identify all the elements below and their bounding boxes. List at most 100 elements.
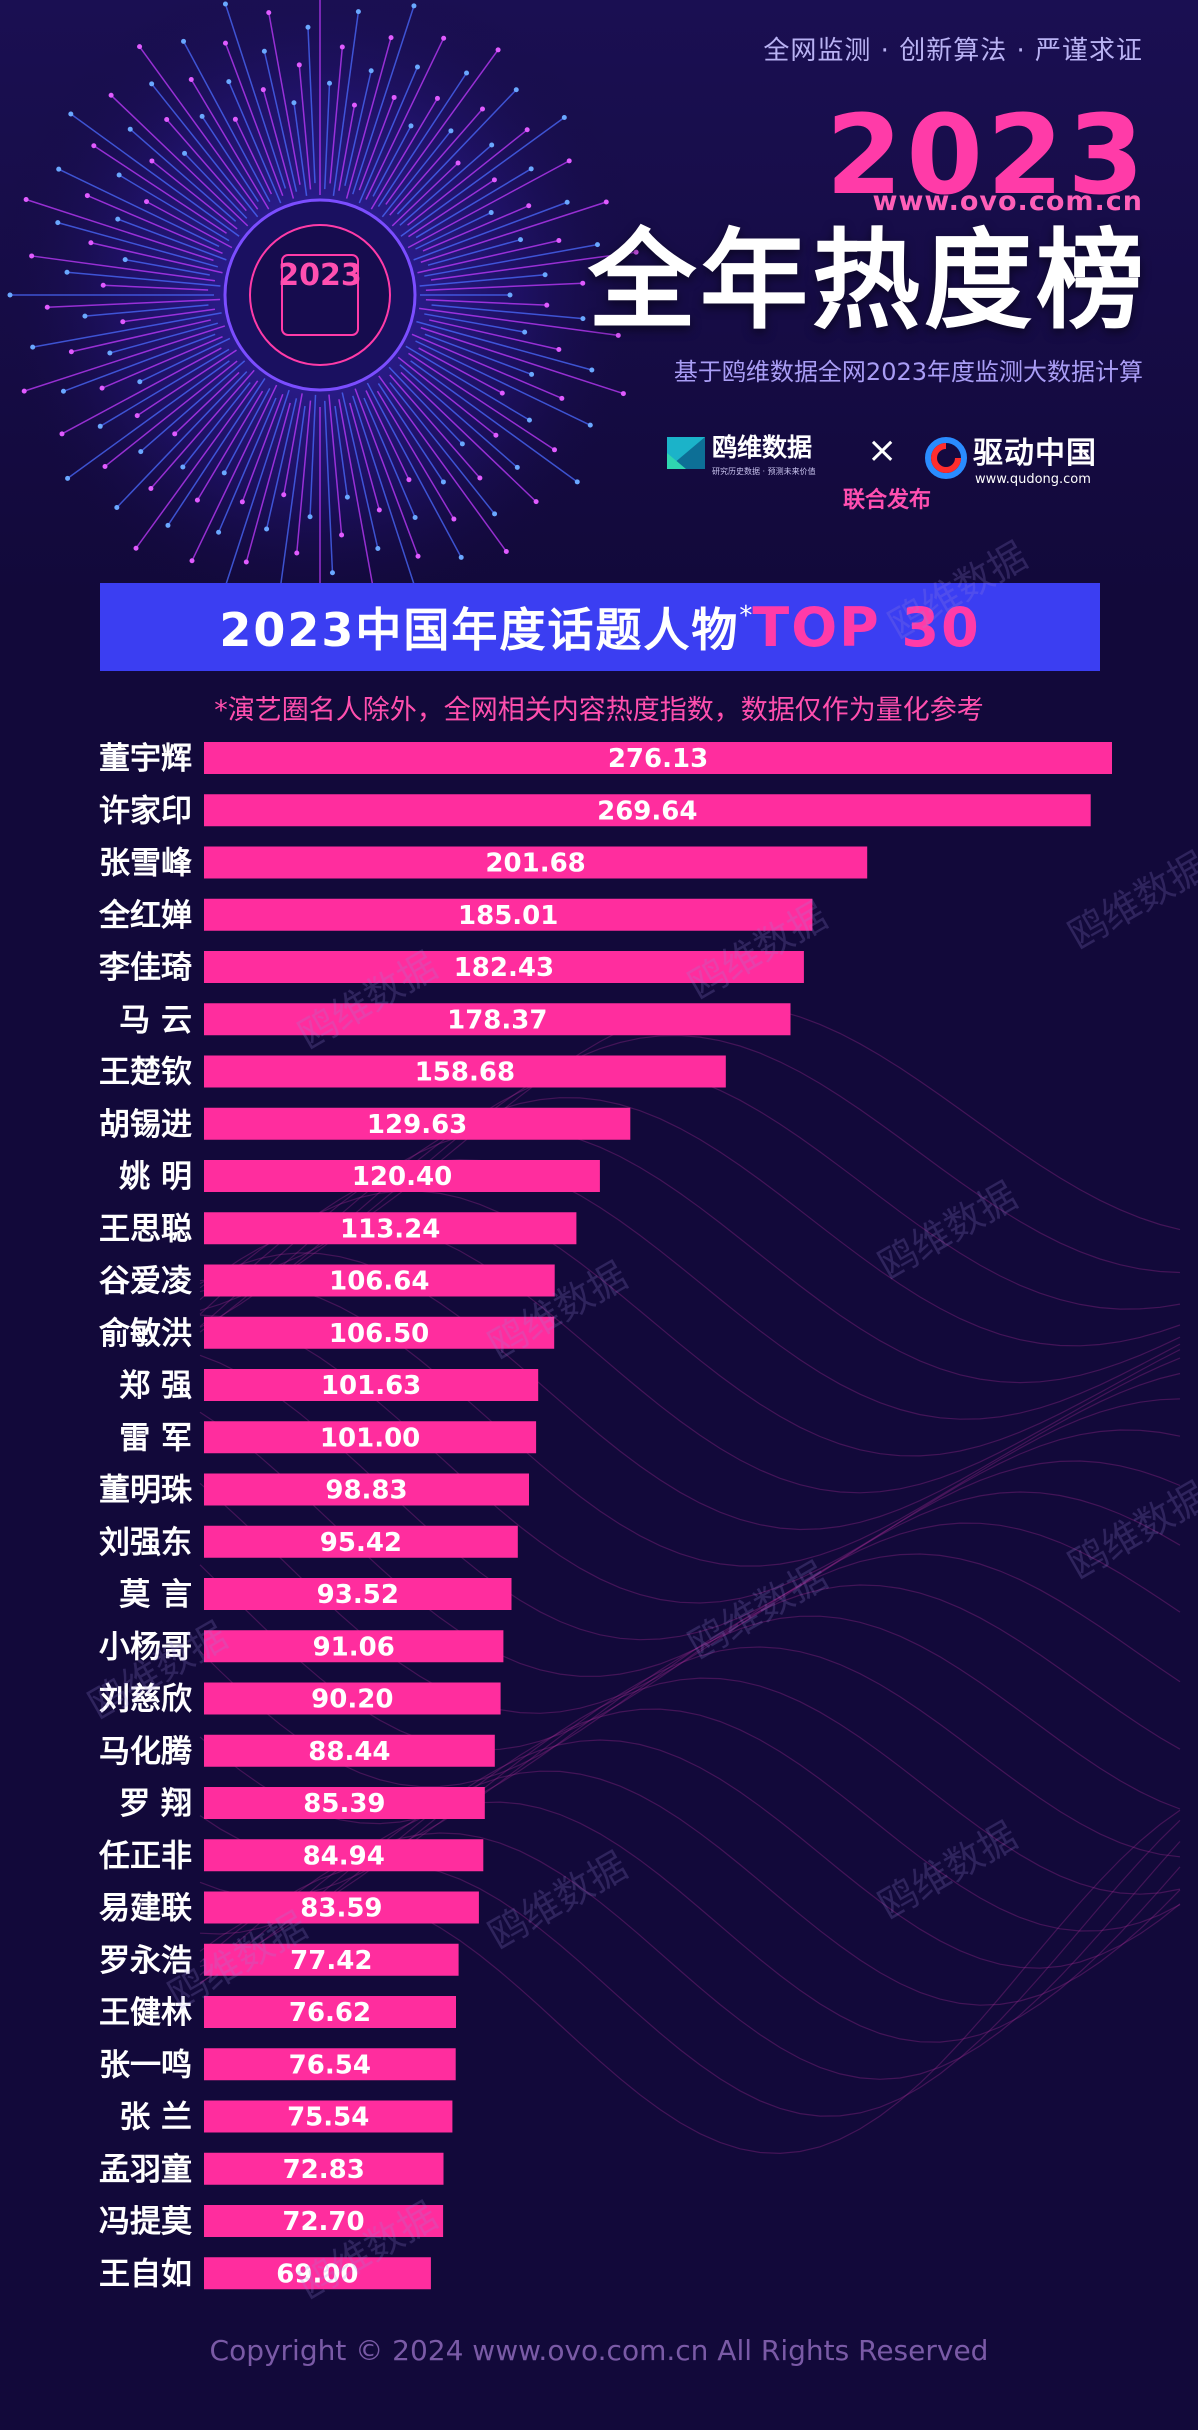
category-label: 董宇辉 — [99, 741, 192, 777]
ovo-logo-name: 鸥维数据 — [712, 433, 813, 462]
category-label: 许家印 — [99, 793, 192, 829]
bar — [204, 1369, 539, 1401]
category-label: 王健林 — [99, 1995, 192, 2031]
bar — [204, 2257, 431, 2290]
category-label: 罗永浩 — [99, 1943, 192, 1979]
category-label: 王自如 — [99, 2256, 192, 2290]
qudong-logo-name: 驱动中国 — [973, 436, 1097, 471]
joint-release-label: 联合发布 — [843, 488, 932, 513]
value-label: 88.44 — [308, 1737, 390, 1767]
value-label: 101.00 — [320, 1423, 420, 1453]
value-label: 106.64 — [329, 1267, 429, 1297]
bar — [204, 1421, 537, 1454]
ovo-data-logo: 鸥维数据 研究历史数据 · 预测未来价值 — [666, 428, 816, 477]
value-label: 178.37 — [447, 1005, 547, 1035]
bar — [204, 1473, 529, 1506]
category-label: 谷爱凌 — [99, 1264, 193, 1300]
value-label: 76.62 — [289, 1998, 371, 2028]
value-label: 182.43 — [454, 953, 554, 983]
value-label: 101.63 — [321, 1371, 421, 1401]
value-label: 83.59 — [300, 1894, 382, 1924]
category-label: 俞敏洪 — [99, 1316, 192, 1352]
qudong-logo-url: www.qudong.com — [975, 472, 1091, 487]
category-label: 刘慈欣 — [99, 1682, 192, 1718]
category-label: 雷 军 — [119, 1420, 192, 1456]
value-label: 69.00 — [276, 2259, 358, 2289]
copyright: Copyright © 2024 www.ovo.com.cn All Righ… — [209, 2334, 989, 2367]
value-label: 106.50 — [329, 1319, 429, 1349]
chart-title-star: * — [739, 601, 753, 631]
bar — [204, 1996, 456, 2028]
value-label: 201.68 — [485, 849, 585, 879]
bar — [204, 1787, 485, 1819]
page-subtitle: 基于鸥维数据全网2023年度监测大数据计算 — [673, 358, 1143, 386]
value-label: 72.70 — [282, 2207, 364, 2237]
emblem-year: 2023 — [278, 258, 362, 293]
value-label: 84.94 — [303, 1841, 385, 1871]
ovo-logo-icon — [667, 436, 705, 469]
bar — [204, 1055, 726, 1088]
ovo-logo-tagline: 研究历史数据 · 预测未来价值 — [712, 467, 816, 476]
bar — [204, 1316, 555, 1349]
value-label: 90.20 — [311, 1685, 393, 1715]
value-label: 75.54 — [287, 2103, 369, 2133]
bar — [204, 1264, 555, 1297]
bar — [204, 1525, 518, 1558]
chart-note: *演艺圈名人除外，全网相关内容热度指数，数据仅作为量化参考 — [214, 695, 984, 726]
category-label: 郑 强 — [119, 1368, 192, 1404]
bar — [204, 1630, 504, 1663]
bar — [204, 1212, 577, 1245]
bar — [204, 1839, 484, 1872]
category-label: 马 云 — [119, 1002, 192, 1038]
category-label: 罗 翔 — [119, 1786, 192, 1822]
chart-title-highlight: TOP 30 — [752, 595, 981, 659]
bar — [204, 2100, 453, 2133]
value-label: 77.42 — [290, 1946, 372, 1976]
tagline: 全网监测 · 创新算法 · 严谨求证 — [763, 36, 1143, 66]
value-label: 276.13 — [608, 744, 708, 774]
chart-title-banner: 2023中国年度话题人物 * TOP 30 — [100, 583, 1100, 671]
bar — [204, 1943, 459, 1976]
bar-chart: 董宇辉 276.13 许家印 269.64 张雪峰 201.68 全红婵 185.01 李佳琦 1… — [98, 741, 1112, 2290]
value-label: 269.64 — [597, 796, 697, 826]
category-label: 全红婵 — [98, 898, 192, 934]
bar — [204, 2152, 444, 2185]
category-label: 张 兰 — [119, 2100, 192, 2136]
bar — [204, 1578, 512, 1610]
category-label: 冯提莫 — [99, 2204, 192, 2240]
bar — [204, 2205, 444, 2237]
category-label: 小杨哥 — [99, 1629, 192, 1665]
value-label: 85.39 — [303, 1789, 385, 1819]
category-label: 董明珠 — [99, 1473, 193, 1509]
value-label: 95.42 — [320, 1528, 402, 1558]
category-label: 胡锡进 — [99, 1107, 192, 1143]
emblem — [223, 198, 417, 392]
bar — [204, 1734, 495, 1767]
value-label: 185.01 — [458, 901, 558, 931]
value-label: 76.54 — [289, 2050, 371, 2080]
bar — [204, 846, 868, 879]
category-label: 王楚钦 — [99, 1055, 192, 1091]
category-label: 张一鸣 — [99, 2047, 192, 2083]
header-url: www.ovo.com.cn — [872, 186, 1143, 217]
times-symbol: × — [867, 430, 898, 471]
chart-title: 2023中国年度话题人物 — [219, 603, 740, 657]
bar — [204, 898, 813, 931]
category-label: 马化腾 — [99, 1734, 193, 1770]
category-label: 张雪峰 — [99, 846, 192, 882]
bar — [204, 1003, 791, 1036]
bar — [204, 951, 804, 983]
value-label: 120.40 — [352, 1162, 452, 1192]
bar — [204, 1107, 631, 1140]
bar — [204, 1160, 600, 1192]
category-label: 任正非 — [98, 1838, 192, 1874]
bar — [204, 1682, 501, 1715]
bar — [204, 1891, 479, 1924]
value-label: 158.68 — [415, 1058, 515, 1088]
starburst-decoration — [7, 0, 639, 613]
category-label: 李佳琦 — [99, 950, 192, 986]
category-label: 莫 言 — [119, 1577, 192, 1613]
category-label: 王思聪 — [99, 1211, 192, 1247]
category-label: 刘强东 — [99, 1525, 192, 1561]
